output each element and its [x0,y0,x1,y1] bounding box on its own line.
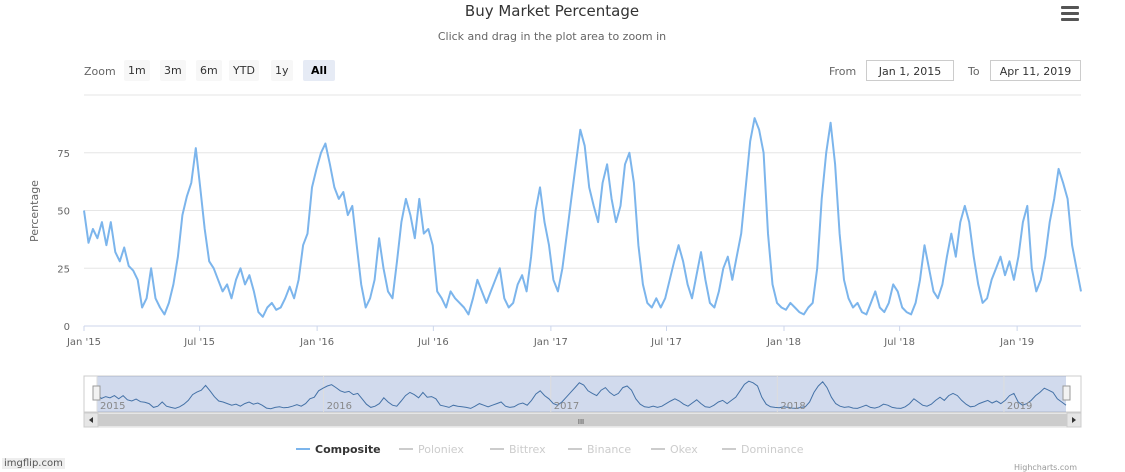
legend-item-composite[interactable]: Composite [296,443,381,456]
x-tick-label-0: Jan '15 [66,337,101,348]
navigator-year-label-2016: 2016 [327,401,352,412]
legend-swatch-composite [296,448,310,450]
navigator-year-label-2018: 2018 [780,401,805,412]
legend-label-poloniex: Poloniex [418,443,464,456]
to-label: To [968,65,980,78]
legend-swatch-dominance [722,448,736,450]
navigator-left-handle[interactable] [92,385,101,401]
x-tick-label-2: Jan '16 [299,337,334,348]
from-date-input[interactable]: Jan 1, 2015 [866,60,954,81]
y-tick-label-25: 25 [57,264,70,275]
navigator-frame [83,375,1082,413]
x-tick-label-4: Jan '17 [533,337,568,348]
scrollbar-grip-icon: III [578,418,584,426]
x-tick-label-6: Jan '18 [766,337,801,348]
zoom-button-ytd[interactable]: YTD [229,60,259,81]
legend-item-binance[interactable]: Binance [568,443,631,456]
navigator-selection[interactable] [97,376,1066,412]
navigator-year-label-2017: 2017 [554,401,579,412]
x-tick-label-3: Jul '16 [417,337,449,348]
legend-item-dominance[interactable]: Dominance [722,443,803,456]
scroll-left-arrow-icon [89,417,93,423]
legend-label-composite: Composite [315,443,381,456]
zoom-button-1y[interactable]: 1y [271,60,293,81]
highcharts-credits[interactable]: Highcharts.com [1014,463,1077,472]
navigator-year-labels: 2015 2016 2017 2018 2019 [100,401,1032,412]
legend-item-bittrex[interactable]: Bittrex [490,443,546,456]
y-axis-ticks: 0 25 50 75 [57,149,70,333]
imgflip-watermark: imgflip.com [2,458,65,469]
legend-label-bittrex: Bittrex [509,443,546,456]
zoom-label: Zoom [84,65,116,78]
x-tick-label-8: Jan '19 [999,337,1034,348]
from-label: From [829,65,857,78]
x-axis-ticks: Jan '15 Jul '15 Jan '16 Jul '16 Jan '17 Jul '… [66,326,1034,348]
y-tick-label-75: 75 [57,149,70,160]
hamburger-menu-icon[interactable] [1061,6,1079,22]
zoom-button-all[interactable]: All [303,60,336,81]
grid-lines [84,152,1081,269]
navigator-series-line [96,380,1067,410]
legend-swatch-bittrex [490,448,504,450]
navigator-right-handle[interactable] [1062,385,1071,401]
zoom-button-1m[interactable]: 1m [124,60,150,81]
legend-swatch-okex [651,448,665,450]
legend-swatch-poloniex [399,448,413,450]
legend-label-binance: Binance [587,443,632,456]
chart-subtitle: Click and drag in the plot area to zoom … [437,30,667,43]
y-tick-label-50: 50 [57,207,70,218]
legend-swatch-binance [568,448,582,450]
chart-title: Buy Market Percentage [464,2,640,20]
x-tick-label-1: Jul '15 [183,337,215,348]
scrollbar-thumb[interactable] [98,414,1067,426]
legend-item-poloniex[interactable]: Poloniex [399,443,464,456]
zoom-button-3m[interactable]: 3m [160,60,186,81]
x-tick-label-7: Jul '18 [883,337,915,348]
navigator-year-label-2019: 2019 [1007,401,1032,412]
legend-label-dominance: Dominance [741,443,804,456]
y-tick-label-0: 0 [64,322,70,333]
legend-item-okex[interactable]: Okex [651,443,698,456]
legend-label-okex: Okex [670,443,698,456]
y-axis-label: Percentage [28,180,41,242]
scroll-right-arrow-icon [1072,417,1076,423]
navigator-year-label-2015: 2015 [100,401,125,412]
zoom-button-6m[interactable]: 6m [196,60,222,81]
series-line-composite[interactable] [83,117,1082,318]
to-date-input[interactable]: Apr 11, 2019 [990,60,1081,81]
x-tick-label-5: Jul '17 [650,337,682,348]
